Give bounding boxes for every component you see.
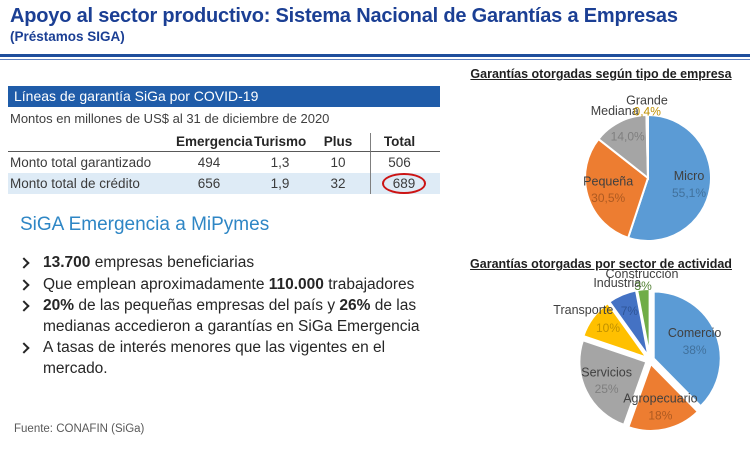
- arrow-bullet-icon: [18, 342, 30, 354]
- pie1-title: Garantías otorgadas según tipo de empres…: [470, 67, 732, 81]
- pie-slice-grande: [645, 113, 649, 179]
- column-header: Total: [370, 133, 440, 152]
- pie-slice-industria: [607, 289, 650, 357]
- pie-label: 0,4%: [634, 105, 662, 119]
- slide-header: Apoyo al sector productivo: Sistema Naci…: [10, 5, 740, 44]
- column-header: Turismo: [254, 133, 318, 152]
- pie-label: 55,1%: [672, 186, 706, 200]
- pie-label: Industria: [593, 276, 641, 290]
- pie-label: Mediana: [591, 104, 639, 118]
- pie-label: 7%: [621, 304, 639, 318]
- bullet-text: 13.700 empresas beneficiarias: [43, 254, 255, 271]
- pie-label: Grande: [626, 93, 668, 107]
- table-cell: 494: [197, 155, 221, 170]
- bullet-text: 20% de las pequeñas empresas del país y …: [43, 297, 420, 335]
- table-cell: 506: [370, 152, 440, 173]
- bullet-item: 20% de las pequeñas empresas del país y …: [14, 296, 458, 337]
- table-caption: Montos en millones de US$ al 31 de dicie…: [10, 111, 330, 126]
- column-header: Plus: [318, 133, 370, 152]
- pie-slice-servicios: [578, 338, 648, 427]
- bullet-item: 13.700 empresas beneficiarias: [14, 253, 458, 274]
- pie-label: Micro: [674, 169, 705, 183]
- pie-label: Construcción: [606, 267, 679, 281]
- table-cell: 656: [176, 173, 254, 194]
- bullet-list: 13.700 empresas beneficiarias Que emplean…: [14, 253, 458, 379]
- pie-slice-pequeña: [584, 137, 650, 240]
- page-subtitle: (Préstamos SIGA): [10, 29, 125, 44]
- pie-label: Comercio: [668, 326, 722, 340]
- bullet-item: Que emplean aproximadamente 110.000 trab…: [14, 275, 458, 296]
- pie-label: 10%: [596, 321, 620, 335]
- pie-label: 38%: [683, 343, 707, 357]
- table-cell: 689: [370, 173, 440, 194]
- header-divider: [0, 54, 750, 60]
- pie-label: Servicios: [581, 365, 632, 379]
- bullet-text: Que emplean aproximadamente 110.000 trab…: [43, 275, 415, 293]
- arrow-bullet-icon: [18, 278, 30, 291]
- pie-chart-sector-de-actividad: Comercio 38% Agropecuario 18% Servicios 25% Tr…: [553, 267, 722, 432]
- table-grid: Emergencia Turismo Plus Total Monto total ga…: [8, 133, 440, 194]
- bullet-item: A tasas de interés menores que las vigen…: [14, 338, 458, 379]
- column-header: Emergencia: [176, 133, 254, 152]
- source-note: Fuente: CONAFIN (SiGa): [14, 423, 145, 435]
- pie-slice-mediana: [597, 113, 650, 181]
- section-heading: SiGA Emergencia a MiPymes: [20, 214, 270, 235]
- column-header-empty: [8, 133, 176, 152]
- pie-label: 25%: [595, 382, 619, 396]
- pie-chart-tipo-de-empresa: Micro 55,1% Pequeña 30,5% Mediana 14,0% Grande…: [583, 93, 712, 242]
- pie-label: 14,0%: [611, 130, 645, 144]
- table-title-bar: Líneas de garantía SiGa por COVID-19: [8, 86, 440, 107]
- arrow-bullet-icon: [18, 300, 30, 312]
- pie-slice-comercio: [652, 290, 722, 408]
- table-cell: 10: [330, 155, 346, 170]
- pie-label: 30,5%: [591, 191, 625, 205]
- pie-slice-transporte: [582, 301, 650, 360]
- page-title: Apoyo al sector productivo: Sistema Naci…: [10, 5, 678, 27]
- circled-value: 689: [381, 173, 427, 194]
- siga-emergencia-section: SiGA Emergencia a MiPymes 13.700 empresa…: [14, 214, 458, 380]
- garantias-table: Líneas de garantía SiGa por COVID-19 Mon…: [8, 86, 440, 194]
- pie-label: 3%: [634, 279, 652, 293]
- table-cell: 1,9: [254, 173, 318, 194]
- pie2-title: Garantías otorgadas por sector de activi…: [470, 257, 732, 271]
- pie-label: Transporte: [553, 303, 613, 317]
- pie-slice-agropecuario: [627, 362, 700, 432]
- row-label: Monto total garantizado: [10, 155, 152, 170]
- pie-label: Agropecuario: [623, 391, 697, 405]
- pie-label: 18%: [648, 408, 672, 422]
- table-cell: 32: [318, 173, 370, 194]
- pie-label: Pequeña: [583, 174, 633, 188]
- table-cell: 1,3: [270, 155, 290, 170]
- pie-slice-construcción: [636, 288, 651, 357]
- arrow-bullet-icon: [18, 257, 30, 269]
- row-label: Monto total de crédito: [8, 173, 176, 194]
- bullet-text: A tasas de interés menores que las vigen…: [43, 339, 386, 377]
